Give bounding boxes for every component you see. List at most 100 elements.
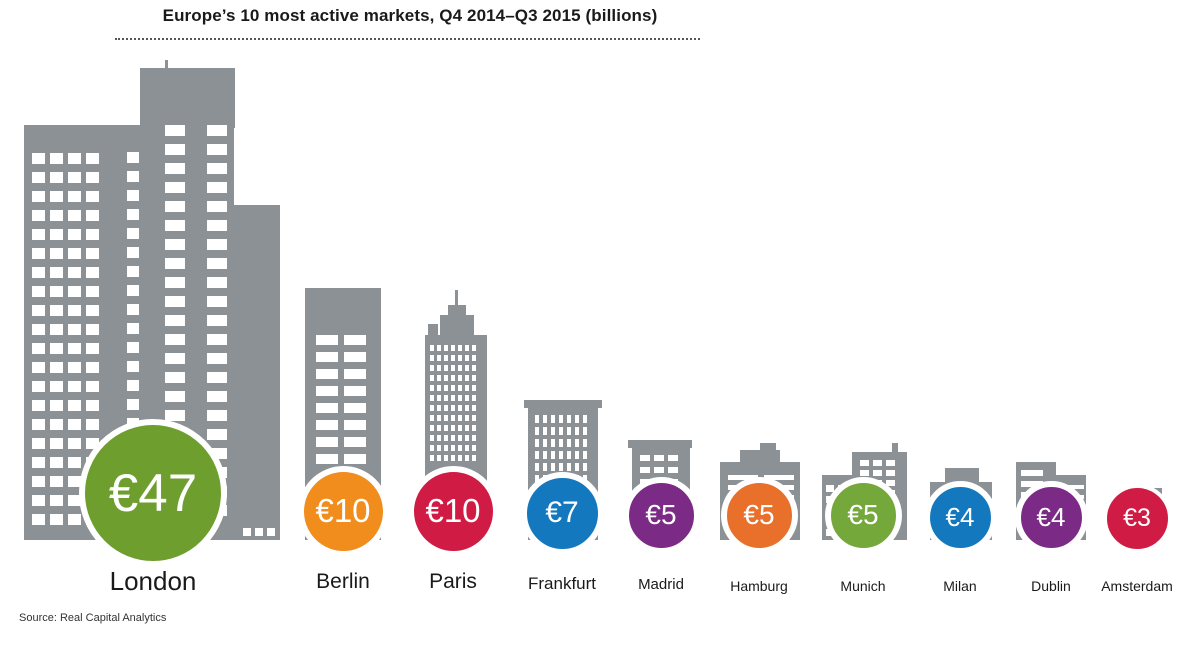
source-note: Source: Real Capital Analytics [19,612,167,624]
window [68,210,81,221]
window [86,229,99,240]
window [826,485,834,492]
window [437,405,441,411]
window [32,324,45,335]
window [551,427,555,435]
window [50,172,63,183]
window [68,286,81,297]
city-label-amsterdam: Amsterdam [1101,578,1173,594]
window [68,191,81,202]
window [543,463,547,471]
window [86,153,99,164]
city-label-milan: Milan [943,578,977,594]
window [127,399,139,410]
window [535,427,539,435]
window [344,369,366,379]
window [165,163,185,174]
window [68,381,81,392]
window [86,438,99,449]
window [575,439,579,447]
window [465,395,469,401]
window [465,385,469,391]
window [207,315,227,326]
window [50,476,63,487]
window [567,451,571,459]
window [165,334,185,345]
window [451,385,455,391]
window [316,437,338,447]
window [465,435,469,441]
window [444,395,448,401]
window [207,410,227,421]
value-badge-dublin: €4 [1014,480,1088,554]
window [451,425,455,431]
value-badge-berlin: €10 [297,465,389,557]
window [444,375,448,381]
window [430,455,434,461]
window [127,152,139,163]
window [32,286,45,297]
window [583,427,587,435]
value-badge-london: €47 [79,419,227,567]
window [444,405,448,411]
window [567,427,571,435]
window [430,375,434,381]
window [430,425,434,431]
value-badge-milan: €4 [923,480,997,554]
window [50,267,63,278]
window [165,372,185,383]
window [535,415,539,423]
window [437,395,441,401]
window [430,445,434,451]
window [165,391,185,402]
window [472,395,476,401]
window [465,355,469,361]
window [165,296,185,307]
window [86,210,99,221]
window [437,455,441,461]
window [472,435,476,441]
window [583,451,587,459]
window [654,455,664,461]
window [32,153,45,164]
window [444,345,448,351]
window [344,352,366,362]
window [567,463,571,471]
window [444,415,448,421]
window [86,286,99,297]
value-badge-amsterdam: €3 [1102,483,1172,553]
window [873,460,882,466]
chart-title: Europe’s 10 most active markets, Q4 2014… [162,6,658,25]
window [437,415,441,421]
window [165,315,185,326]
window [165,182,185,193]
window [458,355,462,361]
window [444,455,448,461]
window [50,438,63,449]
city-label-munich: Munich [840,578,886,594]
window [640,455,650,461]
window [32,172,45,183]
window [437,355,441,361]
window [68,343,81,354]
value-badge-paris: €10 [407,465,499,557]
window [575,463,579,471]
window [68,476,81,487]
window [68,248,81,259]
window [575,415,579,423]
window [465,345,469,351]
window [451,455,455,461]
window [207,296,227,307]
window [68,438,81,449]
window [50,305,63,316]
window [543,415,547,423]
window [430,395,434,401]
window [430,365,434,371]
window [165,144,185,155]
window [50,286,63,297]
window [86,267,99,278]
window [32,229,45,240]
city-label-dublin: Dublin [1031,578,1071,594]
window [127,323,139,334]
window [50,362,63,373]
